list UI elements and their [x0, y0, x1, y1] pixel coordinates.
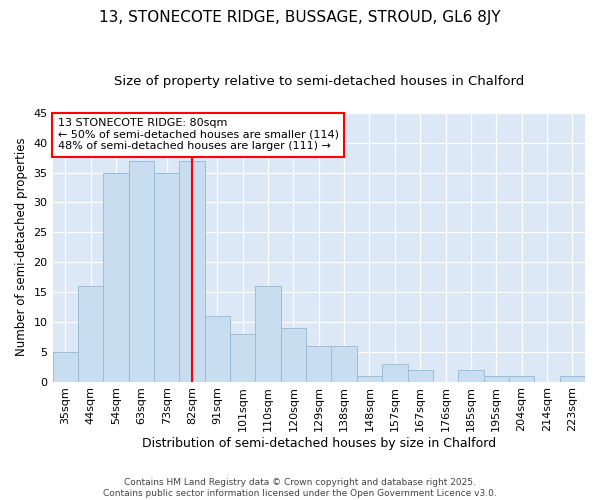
Bar: [458, 370, 484, 382]
Bar: [103, 172, 128, 382]
Bar: [357, 376, 382, 382]
Bar: [78, 286, 103, 382]
Y-axis label: Number of semi-detached properties: Number of semi-detached properties: [15, 138, 28, 356]
Text: 13 STONECOTE RIDGE: 80sqm
← 50% of semi-detached houses are smaller (114)
48% of: 13 STONECOTE RIDGE: 80sqm ← 50% of semi-…: [58, 118, 339, 152]
Bar: [154, 172, 179, 382]
Bar: [509, 376, 534, 382]
Bar: [205, 316, 230, 382]
Bar: [484, 376, 509, 382]
Bar: [179, 160, 205, 382]
X-axis label: Distribution of semi-detached houses by size in Chalford: Distribution of semi-detached houses by …: [142, 437, 496, 450]
Bar: [407, 370, 433, 382]
Bar: [306, 346, 331, 382]
Bar: [256, 286, 281, 382]
Bar: [560, 376, 585, 382]
Title: Size of property relative to semi-detached houses in Chalford: Size of property relative to semi-detach…: [113, 75, 524, 88]
Bar: [128, 160, 154, 382]
Text: Contains HM Land Registry data © Crown copyright and database right 2025.
Contai: Contains HM Land Registry data © Crown c…: [103, 478, 497, 498]
Bar: [382, 364, 407, 382]
Bar: [331, 346, 357, 382]
Text: 13, STONECOTE RIDGE, BUSSAGE, STROUD, GL6 8JY: 13, STONECOTE RIDGE, BUSSAGE, STROUD, GL…: [99, 10, 501, 25]
Bar: [53, 352, 78, 382]
Bar: [230, 334, 256, 382]
Bar: [281, 328, 306, 382]
